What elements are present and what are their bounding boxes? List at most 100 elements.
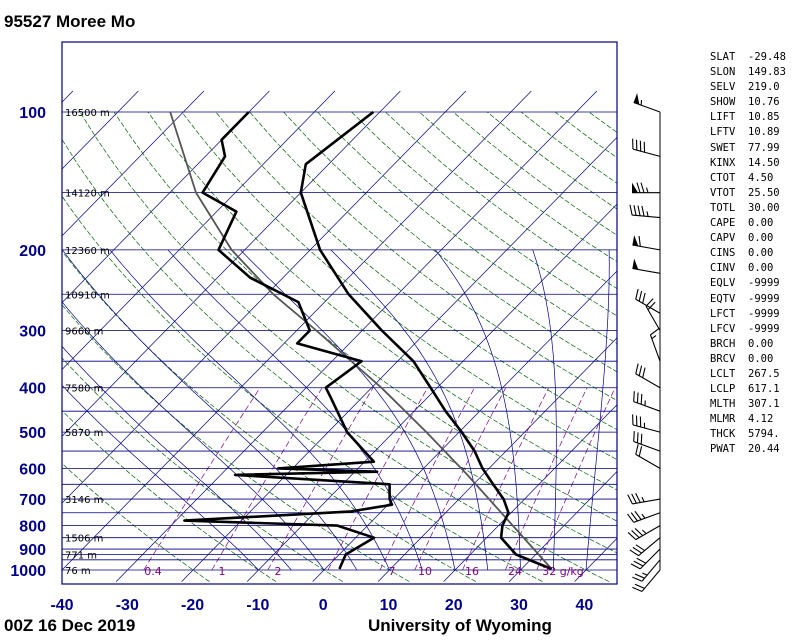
mixing-ratio-label: 7	[389, 565, 396, 578]
dry-adiabat-line	[181, 111, 617, 461]
index-value: 617.1	[748, 383, 780, 396]
wind-barb	[629, 537, 661, 557]
wind-barb	[649, 328, 661, 362]
pressure-tick-label: 100	[19, 105, 46, 122]
index-row: CINS 0.00	[710, 246, 786, 261]
index-row: VTOT 25.50	[710, 186, 786, 201]
index-key: SLAT	[710, 51, 736, 63]
wind-barb	[627, 510, 661, 523]
wind-barb	[632, 559, 661, 582]
index-row: LFCV -9999	[710, 322, 786, 337]
temperature-tick-label: 10	[380, 597, 398, 614]
mixing-ratio-line	[414, 387, 507, 571]
wind-barb	[632, 414, 661, 433]
isotherm-line	[62, 90, 336, 370]
index-value: 0.00	[748, 247, 774, 260]
mixing-ratio-label: 10	[418, 565, 432, 578]
wind-barb	[633, 93, 661, 113]
wind-barb	[632, 138, 661, 157]
index-row: LCLP 617.1	[710, 382, 786, 397]
index-row: PWAT 20.44	[710, 442, 786, 457]
height-label: 771 m	[65, 550, 97, 561]
height-label: 5870 m	[65, 428, 103, 439]
pressure-tick-label: 200	[19, 243, 46, 260]
isotherm-line	[0, 91, 7, 582]
dry-adiabat-line	[793, 112, 800, 582]
mixing-ratio-line	[505, 387, 588, 571]
wind-barb	[645, 298, 661, 331]
index-key: LCLT	[710, 367, 736, 380]
wind-barb	[629, 204, 661, 219]
plot-frame	[61, 41, 618, 585]
index-row: SLON 149.83	[710, 65, 786, 80]
index-row: SLAT -29.48	[710, 50, 786, 65]
wind-barb	[633, 431, 661, 452]
temperature-tick-label: 20	[445, 597, 463, 614]
index-key: CAPE	[710, 217, 736, 230]
isotherm-line	[443, 404, 617, 582]
index-row: THCK 5794.	[710, 427, 786, 442]
pressure-tick-label: 800	[19, 519, 46, 536]
mixing-ratio-line	[536, 387, 616, 571]
isotherm-line	[62, 90, 205, 237]
temperature-tick-label: -20	[181, 597, 204, 614]
index-key: CINS	[710, 247, 736, 260]
index-value: 4.50	[748, 171, 774, 184]
index-row: MLMR 4.12	[710, 412, 786, 427]
height-label: 12360 m	[65, 246, 110, 257]
index-row: SHOW 10.76	[710, 95, 786, 110]
isotherm-line	[62, 90, 532, 571]
isotherm-line	[62, 90, 467, 504]
pressure-tick-label: 700	[19, 492, 46, 509]
index-key: CTOT	[710, 171, 736, 184]
sounding-indices-table: SLAT -29.48 SLON 149.83 SELV 219.0 SHOW 10.76 LI…	[710, 50, 786, 458]
index-row: LIFT 10.85	[710, 110, 786, 125]
index-key: PWAT	[710, 443, 736, 456]
mixing-ratio-label: 16	[465, 565, 479, 578]
index-row: LCLT 267.5	[710, 367, 786, 382]
index-row: BRCV 0.00	[710, 352, 786, 367]
temperature-tick-label: 40	[575, 597, 593, 614]
dry-adiabat-line	[62, 138, 610, 582]
index-key: SHOW	[710, 96, 736, 109]
wind-barb	[632, 182, 660, 194]
wind-barb	[632, 569, 661, 592]
index-value: 267.5	[748, 367, 780, 380]
index-row: CINV 0.00	[710, 261, 786, 276]
index-value: 14.50	[748, 156, 780, 169]
height-label: 3146 m	[65, 495, 103, 506]
index-value: 149.83	[748, 66, 786, 79]
parcel-path-line	[169, 111, 553, 570]
station-title: 95527 Moree Mo	[4, 12, 136, 31]
index-key: SLON	[710, 66, 736, 79]
wind-barb	[627, 492, 661, 505]
isotherm-line	[181, 136, 617, 582]
pressure-tick-label: 300	[19, 324, 46, 341]
dry-adiabat-line	[249, 111, 617, 401]
temperature-tick-label: -30	[116, 597, 139, 614]
mixing-ratio-label: 2	[275, 565, 282, 578]
isotherm-line	[115, 90, 598, 582]
source-label: University of Wyoming	[368, 616, 552, 635]
mixing-ratio-label: 0.4	[144, 565, 162, 578]
temperature-tick-label: -10	[246, 597, 269, 614]
index-row: LFTV 10.89	[710, 125, 786, 140]
height-label: 10910 m	[65, 290, 110, 301]
mixing-ratio-label: 1	[219, 565, 226, 578]
index-row: KINX 14.50	[710, 156, 786, 171]
index-key: EQTV	[710, 292, 736, 305]
index-value: 25.50	[748, 186, 780, 199]
height-label: 9660 m	[65, 327, 103, 338]
index-value: 0.00	[748, 337, 774, 350]
wind-barb	[635, 288, 661, 314]
index-value: 10.85	[748, 111, 780, 124]
index-value: -9999	[748, 292, 780, 305]
index-value: 30.00	[748, 201, 780, 214]
dry-adiabat-line	[351, 111, 617, 317]
index-key: SWET	[710, 141, 736, 154]
moist-adiabat-line	[532, 249, 557, 570]
isotherm-line	[508, 471, 617, 582]
index-value: 0.00	[748, 262, 774, 275]
index-row: SELV 219.0	[710, 80, 786, 95]
